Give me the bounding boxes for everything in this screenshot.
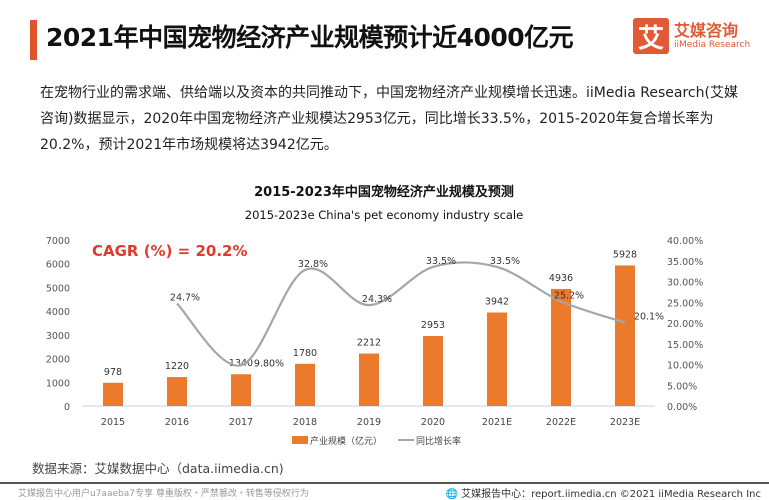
- line-value-label: 33.5%: [426, 256, 456, 267]
- y-left-tick: 3000: [46, 331, 70, 342]
- page-title: 2021年中国宠物经济产业规模预计近4000亿元: [46, 23, 574, 52]
- description: 在宠物行业的需求端、供给端以及资本的共同推动下，中国宠物经济产业规模增长迅速。i…: [40, 85, 738, 153]
- x-tick-label: 2018: [293, 417, 317, 428]
- logo-cn: 艾媒咨询: [674, 21, 739, 40]
- bar: [487, 312, 507, 406]
- y-right-tick: 5.00%: [667, 381, 697, 392]
- y-right-tick: 30.00%: [667, 278, 703, 289]
- logo-mark: 艾: [633, 18, 669, 54]
- x-tick-label: 2016: [165, 417, 189, 428]
- x-tick-label: 2022E: [546, 417, 576, 428]
- bar-value-label: 1220: [165, 361, 189, 372]
- footer-site-text: 艾媒报告中心：report.iimedia.cn ©2021 iiMedia R…: [461, 489, 761, 500]
- globe-icon: 🌐: [445, 489, 458, 500]
- line-value-label: 24.7%: [170, 292, 200, 303]
- legend-bar-label: 产业规模（亿元）: [310, 435, 382, 447]
- y-right-tick: 35.00%: [667, 257, 703, 268]
- growth-rate-line: [176, 261, 626, 367]
- bar-value-label: 4936: [549, 273, 573, 284]
- bar-value-label: 1340: [229, 358, 253, 369]
- bar-value-label: 2212: [357, 338, 381, 349]
- logo: 艾 艾媒咨询 iiMedia Research: [633, 18, 750, 54]
- x-tick-label: 2017: [229, 417, 253, 428]
- line-value-label: 9.80%: [254, 358, 284, 369]
- x-tick-label: 2019: [357, 417, 381, 428]
- legend-line-label: 同比增长率: [416, 435, 461, 447]
- line-value-label: 33.5%: [490, 256, 520, 267]
- line-value-label: 25.2%: [554, 290, 584, 301]
- y-right-tick: 0.00%: [667, 402, 697, 413]
- line-value-label: 24.3%: [362, 294, 392, 305]
- bar-value-label: 3942: [485, 297, 509, 308]
- y-left-tick: 4000: [46, 307, 70, 318]
- x-tick-label: 2015: [101, 417, 125, 428]
- line-value-label: 32.8%: [298, 259, 328, 270]
- y-right-tick: 40.00%: [667, 236, 703, 247]
- logo-en: iiMedia Research: [674, 40, 751, 50]
- y-left-tick: 2000: [46, 355, 70, 366]
- title-accent: [30, 20, 37, 60]
- bar-value-label: 2953: [421, 320, 445, 331]
- bar: [167, 377, 187, 406]
- footer-site: 🌐 艾媒报告中心：report.iimedia.cn ©2021 iiMedia…: [446, 485, 762, 500]
- y-right-tick: 20.00%: [667, 319, 703, 330]
- bar-value-label: 978: [104, 367, 122, 378]
- bar: [295, 363, 315, 406]
- chart-subtitle: 2015-2023e China's pet economy industry …: [245, 208, 523, 222]
- y-right-tick: 15.00%: [667, 340, 703, 351]
- bar-value-label: 1780: [293, 348, 317, 359]
- bar: [551, 288, 571, 406]
- bar-value-label: 5928: [613, 249, 637, 260]
- legend-bar-swatch: [292, 436, 308, 444]
- y-right-tick: 25.00%: [667, 298, 703, 309]
- line-value-label: 20.1%: [634, 312, 664, 323]
- y-left-tick: 0: [64, 402, 70, 413]
- x-tick-label: 2020: [421, 417, 445, 428]
- y-left-tick: 7000: [46, 236, 70, 247]
- bar: [423, 335, 443, 406]
- x-tick-label: 2023E: [610, 417, 640, 428]
- y-left-tick: 5000: [46, 283, 70, 294]
- data-source: 数据来源：艾媒数据中心（data.iimedia.cn): [32, 461, 284, 476]
- bar: [359, 353, 379, 406]
- bar: [103, 382, 123, 406]
- y-right-tick: 10.00%: [667, 361, 703, 372]
- bar: [231, 374, 251, 406]
- y-left-tick: 6000: [46, 260, 70, 271]
- y-left-tick: 1000: [46, 378, 70, 389]
- chart: 2015-2023年中国宠物经济产业规模及预测 2015-2023e China'…: [46, 184, 703, 447]
- bar: [615, 265, 635, 406]
- chart-title: 2015-2023年中国宠物经济产业规模及预测: [254, 184, 514, 200]
- footer-divider: [0, 482, 769, 484]
- cagr-annotation: CAGR (%) = 20.2%: [92, 242, 248, 260]
- x-tick-label: 2021E: [482, 417, 512, 428]
- footer-copyright-notice: 艾媒报告中心用户u7aaeba7专享 尊重版权・严禁篡改・转售等侵权行为: [18, 489, 309, 499]
